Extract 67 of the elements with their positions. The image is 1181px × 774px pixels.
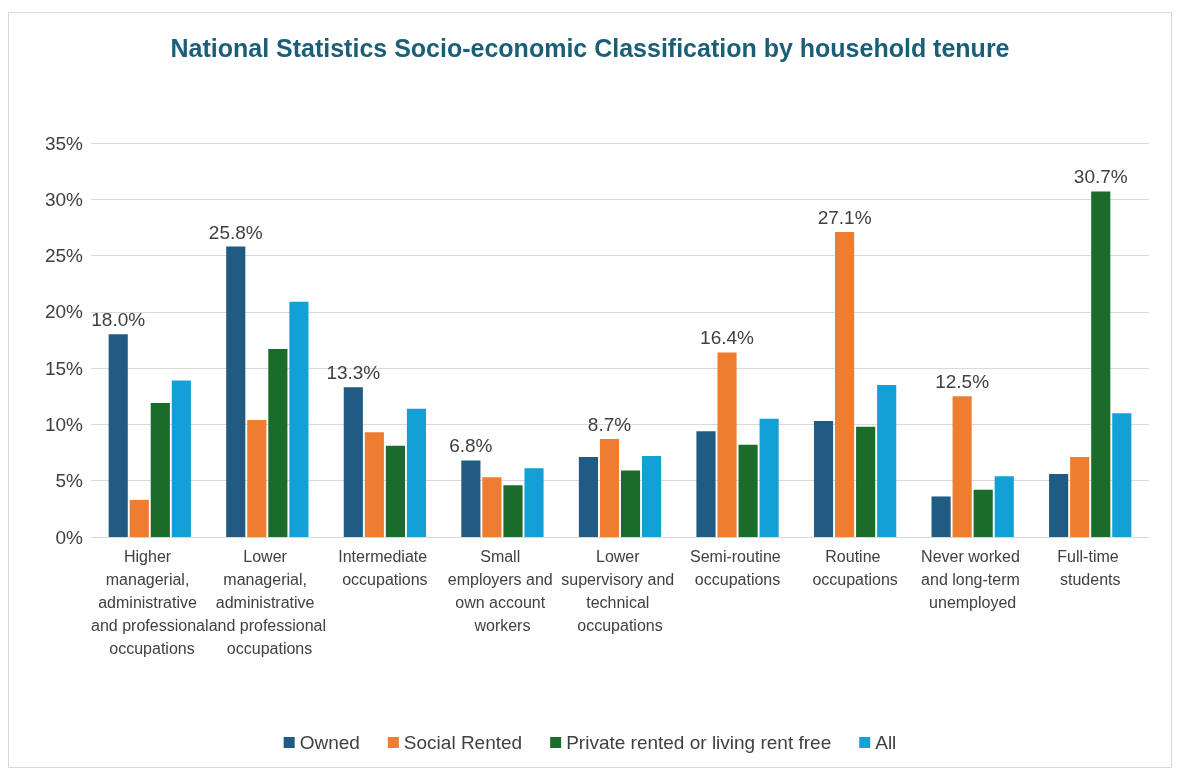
x-tick-label: Small employers and own account workers bbox=[447, 548, 558, 634]
bar bbox=[247, 419, 267, 537]
y-tick-label: 35% bbox=[44, 132, 84, 154]
bar bbox=[1091, 191, 1111, 537]
bar bbox=[717, 352, 737, 537]
bar bbox=[503, 485, 523, 537]
bar bbox=[171, 380, 191, 537]
bar bbox=[952, 396, 972, 537]
x-tick-label: Never worked and long-term unemployed bbox=[921, 548, 1025, 611]
bar bbox=[461, 460, 481, 537]
bar bbox=[578, 457, 598, 537]
bar bbox=[226, 246, 246, 537]
x-tick-label: Semi-routine occupations bbox=[689, 548, 786, 588]
bar bbox=[364, 432, 384, 537]
bar bbox=[129, 499, 149, 537]
y-tick-label: 25% bbox=[44, 245, 84, 267]
legend-label: Private rented or living rent free bbox=[566, 732, 832, 753]
data-label: 6.8% bbox=[449, 435, 493, 457]
bar bbox=[150, 403, 170, 537]
data-label: 8.7% bbox=[587, 414, 632, 436]
bar bbox=[877, 385, 897, 537]
bar bbox=[931, 496, 951, 537]
y-tick-label: 30% bbox=[44, 188, 84, 210]
data-label: 13.3% bbox=[326, 362, 381, 384]
bar bbox=[599, 439, 620, 537]
x-tick-label: Higher managerial, administrative and professional occupations bbox=[91, 548, 209, 657]
bar bbox=[268, 349, 288, 537]
y-tick-label: 10% bbox=[44, 413, 84, 435]
bar bbox=[759, 418, 779, 537]
bar bbox=[385, 445, 405, 537]
bar bbox=[738, 444, 758, 537]
bar bbox=[620, 470, 641, 537]
bar bbox=[642, 455, 662, 537]
data-label: 18.0% bbox=[91, 309, 146, 331]
bar bbox=[856, 426, 876, 537]
legend-label: Social Rented bbox=[403, 732, 523, 753]
bar bbox=[835, 231, 855, 537]
bar bbox=[406, 408, 427, 537]
bar bbox=[108, 334, 128, 537]
data-label: 30.7% bbox=[1073, 166, 1128, 188]
data-label: 27.1% bbox=[817, 206, 872, 228]
bar bbox=[524, 468, 544, 537]
bar bbox=[994, 476, 1014, 537]
x-tick-label: Full-time students bbox=[1057, 548, 1124, 588]
bar bbox=[1070, 457, 1090, 537]
x-tick-label: Lower supervisory and technical occupations bbox=[561, 548, 679, 634]
x-tick-label: Intermediate occupations bbox=[338, 548, 432, 588]
y-tick-label: 5% bbox=[55, 470, 84, 492]
bar bbox=[1049, 473, 1069, 537]
chart-title: National Statistics Socio-economic Classification by household tenure bbox=[170, 34, 1010, 62]
bar bbox=[289, 301, 309, 537]
bar bbox=[696, 431, 716, 537]
legend-label: Owned bbox=[299, 732, 360, 753]
y-tick-label: 0% bbox=[55, 526, 84, 548]
bar bbox=[813, 421, 834, 537]
data-label: 25.8% bbox=[208, 221, 263, 243]
y-tick-label: 15% bbox=[44, 357, 84, 379]
bar bbox=[973, 489, 993, 537]
y-tick-label: 20% bbox=[44, 301, 84, 323]
bar bbox=[482, 477, 502, 537]
legend-label: All bbox=[875, 732, 897, 753]
bar bbox=[343, 387, 363, 537]
data-label: 12.5% bbox=[935, 371, 990, 393]
x-tick-label: Routine occupations bbox=[812, 548, 898, 588]
x-tick-label: Lower managerial, administrative and professional occupations bbox=[208, 548, 327, 657]
data-label: 16.4% bbox=[700, 327, 755, 349]
bar bbox=[1112, 413, 1132, 537]
